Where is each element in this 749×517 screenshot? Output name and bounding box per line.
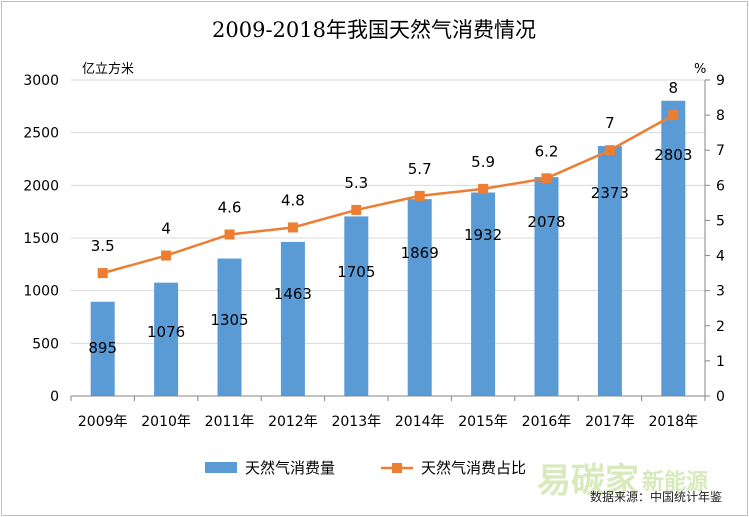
bar [661, 100, 686, 396]
bar-data-label: 2803 [654, 146, 692, 164]
y-left-tick-label: 3000 [23, 73, 59, 89]
line-series [97, 110, 679, 279]
line-marker [541, 173, 552, 184]
bar-data-label: 1305 [210, 311, 248, 329]
y-right-tick-label: 0 [716, 389, 725, 405]
x-tick-label: 2017年 [585, 414, 635, 430]
line-marker [604, 145, 615, 156]
bar [534, 177, 559, 396]
bar [597, 146, 622, 396]
line-data-label: 4.8 [281, 191, 305, 209]
x-tick-label: 2011年 [205, 414, 255, 430]
x-tick-label: 2010年 [141, 414, 191, 430]
bar [90, 301, 115, 396]
line-data-label: 5.7 [408, 160, 432, 178]
y-left-tick-label: 1500 [23, 231, 59, 247]
bar-data-label: 2373 [591, 184, 629, 202]
y-right-tick-label: 2 [716, 319, 725, 335]
x-tick-label: 2013年 [331, 414, 381, 430]
watermark-sub: 新能源 [642, 469, 708, 495]
bar [407, 199, 432, 396]
bar-data-label: 895 [88, 339, 117, 357]
line-marker [414, 190, 425, 201]
bar [471, 192, 496, 396]
line-marker [287, 222, 298, 233]
bar [217, 258, 242, 396]
y-left-tick-label: 2500 [23, 126, 59, 142]
x-tick-label: 2015年 [458, 414, 508, 430]
y-right-tick-label: 8 [716, 108, 725, 124]
line-data-label: 5.9 [471, 153, 495, 171]
x-tick-label: 2018年 [648, 414, 698, 430]
line-marker [478, 183, 489, 194]
x-tick-label: 2012年 [268, 414, 318, 430]
line-data-label: 4.6 [218, 198, 242, 216]
y-left-tick-label: 2000 [23, 178, 59, 194]
legend: 天然气消费量 天然气消费占比 [205, 459, 526, 477]
line-data-label: 3.5 [91, 237, 115, 255]
bar-data-label: 1463 [274, 285, 312, 303]
watermark-logo: 易碳家 [537, 461, 639, 501]
line-path [102, 114, 674, 275]
line-marker [97, 268, 108, 279]
line-marker [351, 204, 362, 215]
right-axis-unit: % [694, 62, 706, 77]
line-data-label: 8 [669, 79, 679, 97]
y-right-tick-label: 6 [716, 178, 725, 194]
bar-data-label: 1869 [401, 244, 439, 262]
line-data-label: 6.2 [535, 142, 559, 160]
line-data-label: 4 [161, 220, 171, 238]
line-marker [224, 229, 235, 240]
x-tick-label: 2014年 [395, 414, 445, 430]
y-right-tick-label: 5 [716, 213, 725, 229]
line-data-label: 7 [605, 114, 615, 132]
legend-line-label: 天然气消费占比 [421, 459, 526, 477]
line-marker [668, 110, 679, 121]
bar-series [90, 100, 686, 396]
y-right-tick-label: 1 [716, 354, 725, 370]
y-right-tick-label: 4 [716, 249, 725, 265]
bar [280, 241, 305, 396]
legend-bar-label: 天然气消费量 [245, 459, 335, 477]
legend-bar-swatch [205, 462, 237, 473]
y-left-tick-label: 0 [50, 389, 59, 405]
y-left-tick-label: 1000 [23, 284, 59, 300]
x-tick-label: 2009年 [78, 414, 128, 430]
y-left-tick-label: 500 [32, 336, 59, 352]
data-source: 数据来源：中国统计年鉴 [590, 489, 722, 504]
y-right-tick-label: 9 [716, 73, 725, 89]
bar-data-label: 2078 [527, 213, 565, 231]
chart-title: 2009-2018年我国天然气消费情况 [212, 18, 536, 42]
bar [154, 282, 179, 396]
bar-data-label: 1705 [337, 263, 375, 281]
line-data-label: 5.3 [344, 174, 368, 192]
bar [344, 216, 369, 396]
line-marker [161, 250, 172, 261]
axes: 0 500 1000 1500 2000 2500 3000 0 1 2 3 4 5 6 7 8 9 2009年 2… [23, 73, 725, 430]
data-labels: 895 1076 1305 1463 1705 1869 1932 2078 2373 2803 3… [88, 79, 692, 357]
y-right-tick-label: 7 [716, 143, 725, 159]
bar-data-label: 1076 [147, 323, 185, 341]
left-axis-unit: 亿立方米 [82, 61, 134, 77]
y-right-tick-label: 3 [716, 284, 725, 300]
x-tick-label: 2016年 [522, 414, 572, 430]
bar-data-label: 1932 [464, 226, 502, 244]
legend-line-marker [392, 463, 402, 473]
